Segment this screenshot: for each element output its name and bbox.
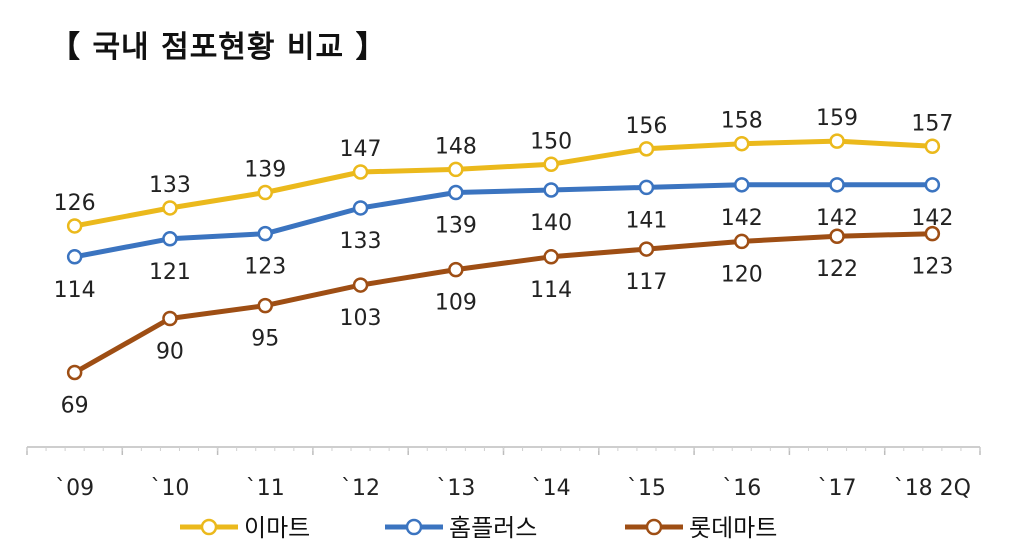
series-3-point-18-2Q [924,225,941,242]
legend-label-1: 이마트 [244,514,310,542]
x-tick-label-15: `15 [627,476,666,501]
legend-marker-1 [200,518,218,536]
chart-title: 【 국내 점포현황 비교 】 [50,30,387,65]
series-1-data-label-18-2Q: 157 [911,111,953,136]
series-1-point-14 [543,156,559,173]
series-1-data-label-12: 147 [340,137,382,162]
series-3-data-label-18-2Q: 123 [911,255,953,280]
x-tick-label-17: `17 [818,476,857,501]
series-3-data-label-15: 117 [625,270,667,295]
series-3-data-label-10: 90 [156,339,184,364]
series-2-point-13 [448,184,464,201]
series-1-data-label-10: 133 [149,173,191,198]
series-2-data-label-09: 114 [54,278,96,303]
x-tick-label-18-2Q: `18 2Q [894,476,971,501]
series-1-point-16 [734,135,750,152]
series-line-2 [72,182,935,260]
legend-marker-2 [405,518,423,536]
series-2-point-17 [829,177,845,193]
series-2-point-15 [638,179,655,196]
series-3-point-12 [352,277,369,293]
series-3-point-09 [66,364,83,381]
series-3-data-label-09: 69 [61,393,89,418]
series-1-data-label-15: 156 [625,114,667,139]
series-1-data-label-13: 148 [435,134,477,159]
x-tick-label-09: `09 [55,476,94,501]
series-3-point-11 [257,297,273,314]
series-1-point-10 [162,200,178,216]
series-3-point-13 [448,261,464,278]
series-3-data-label-14: 114 [530,278,572,303]
x-tick-label-11: `11 [246,476,285,501]
series-lines [66,133,941,381]
legend-label-2: 홈플러스 [449,514,537,542]
series-2-data-label-18-2Q: 142 [911,206,953,231]
series-3-point-16 [734,233,750,250]
series-1-point-13 [448,161,464,178]
series-2-point-11 [257,225,273,242]
series-3-data-label-17: 122 [816,257,858,282]
legend-marker-3 [645,518,663,536]
series-2-data-label-17: 142 [816,206,858,231]
series-2-point-16 [734,177,750,193]
x-tick-label-12: `12 [341,476,380,501]
series-2-data-label-16: 142 [721,206,763,231]
series-1-point-15 [638,141,655,157]
series-1-point-12 [352,164,369,180]
series-1-data-label-17: 159 [816,106,858,131]
series-1-data-label-14: 150 [530,129,572,154]
series-3-point-14 [543,249,559,265]
series-2-data-label-12: 133 [340,229,382,254]
series-3-point-17 [829,228,845,244]
series-2-data-label-14: 140 [530,211,572,236]
legend-label-3: 롯데마트 [689,514,777,542]
series-3-data-label-12: 103 [340,306,382,331]
series-3-data-label-16: 120 [721,262,763,287]
series-2-point-18-2Q [924,177,941,193]
series-1-point-09 [66,218,83,234]
series-1-data-label-11: 139 [244,158,286,183]
series-2-data-label-13: 139 [435,214,477,239]
series-2-point-12 [352,200,369,216]
series-1-point-17 [829,133,845,149]
series-1-point-18-2Q [924,138,941,155]
data-labels: 126 133 139 147 148 150 156 158 159 157 114 121 123 1… [54,106,954,418]
x-tick-label-14: `14 [532,476,571,501]
series-1-data-label-09: 126 [54,191,96,216]
series-3-data-label-11: 95 [251,327,279,352]
series-2-data-label-15: 141 [625,208,667,233]
series-line-1 [72,138,935,229]
x-tick-label-10: `10 [150,476,189,501]
series-1-point-11 [257,184,273,201]
series-2-point-09 [66,249,83,265]
series-2-point-10 [162,231,178,247]
series-2-data-label-11: 123 [244,255,286,280]
x-tick-label-13: `13 [436,476,475,501]
x-tick-label-16: `16 [722,476,761,501]
series-3-data-label-13: 109 [435,291,477,316]
series-line-3 [72,231,935,375]
series-3-point-15 [638,241,655,257]
series-3-point-10 [162,310,178,327]
series-2-data-label-10: 121 [149,260,191,285]
series-1-data-label-16: 158 [721,109,763,134]
series-2-point-14 [543,182,559,198]
legend: 이마트 홈플러스 롯데마트 [180,514,777,542]
x-axis: `09 `10 `11 `12 `13 `14 `15 `16 `17 `18 2Q [26,446,981,501]
